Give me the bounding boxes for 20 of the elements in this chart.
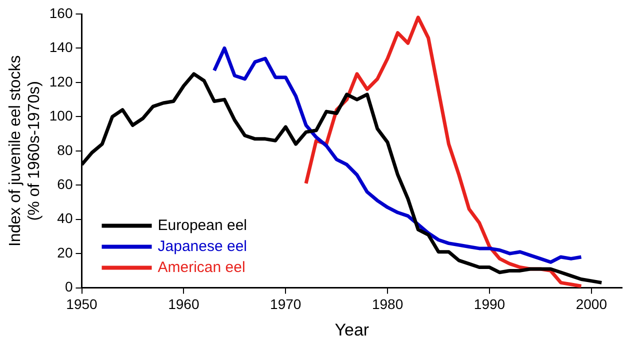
- y-tick-label: 140: [49, 39, 73, 56]
- x-tick-label: 2000: [576, 296, 608, 312]
- x-axis-title: Year: [334, 320, 370, 340]
- y-tick-label: 160: [49, 4, 73, 21]
- x-tick-label: 1970: [270, 296, 302, 312]
- x-tick-label: 1990: [474, 296, 506, 312]
- legend-label: American eel: [158, 258, 246, 276]
- y-tick-label: 60: [57, 176, 73, 192]
- legend-label: European eel: [158, 216, 248, 234]
- legend-label: Japanese eel: [158, 238, 248, 255]
- y-tick-label: 80: [57, 142, 73, 158]
- y-axis-title: Index of juvenile eel stocks (% of 1960s-1970s): [7, 55, 44, 247]
- x-tick-label: 1980: [372, 296, 404, 312]
- y-tick-label: 40: [57, 210, 73, 226]
- x-tick-label: 1960: [168, 296, 200, 312]
- x-tick-label: 1950: [66, 296, 98, 312]
- y-tick-label: 120: [49, 73, 73, 90]
- y-tick-label: 20: [57, 244, 73, 260]
- y-tick-label: 0: [64, 278, 73, 295]
- y-tick-label: 100: [49, 108, 73, 124]
